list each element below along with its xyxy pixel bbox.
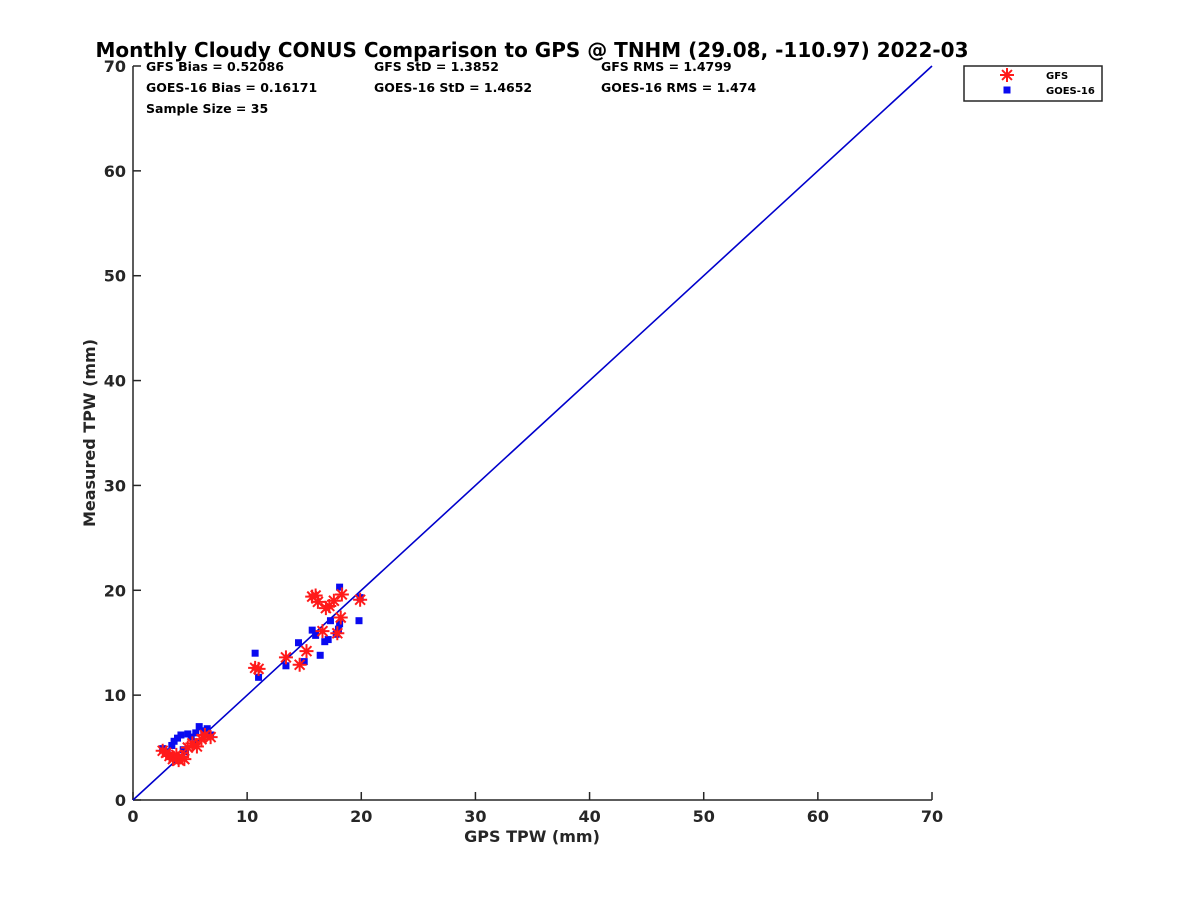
goes16-data-point bbox=[295, 639, 303, 647]
legend-gfs-asterisk bbox=[1000, 68, 1014, 82]
gfs-std-text: GFS StD = 1.3852 bbox=[374, 59, 499, 74]
goes16-data-point bbox=[192, 729, 200, 737]
goes16-data-point bbox=[203, 725, 211, 733]
goes16-data-point bbox=[251, 649, 259, 657]
goes16-data-point bbox=[282, 662, 290, 670]
gfs-bias-text: GFS Bias = 0.52086 bbox=[146, 59, 284, 74]
goes16-data-point bbox=[336, 583, 344, 591]
legend-goes16-square bbox=[1003, 86, 1011, 94]
gfs-data-point bbox=[305, 589, 320, 604]
x-tick-label: 40 bbox=[578, 807, 600, 826]
gfs-data-point bbox=[177, 752, 192, 767]
plot-axes bbox=[132, 66, 932, 801]
legend-goes16-marker bbox=[1003, 86, 1011, 94]
y-tick-label: 40 bbox=[104, 372, 126, 391]
legend-box bbox=[963, 65, 1103, 102]
x-axis-label: GPS TPW (mm) bbox=[464, 827, 600, 846]
legend-gfs-label: GFS bbox=[1046, 71, 1068, 82]
gfs-data-point bbox=[203, 730, 218, 745]
x-tick-label: 30 bbox=[464, 807, 486, 826]
sample-size-text: Sample Size = 35 bbox=[146, 101, 268, 116]
y-axis-ticks: 0 10 20 30 40 50 60 70 bbox=[104, 57, 141, 810]
goes16-data-point bbox=[316, 651, 324, 659]
x-tick-label: 50 bbox=[693, 807, 715, 826]
goes16-data-point bbox=[255, 673, 263, 681]
stats-annotations: GFS Bias = 0.52086 GFS StD = 1.3852 GFS … bbox=[146, 59, 756, 116]
y-tick-label: 50 bbox=[104, 267, 126, 286]
goes16-bias-text: GOES-16 Bias = 0.16171 bbox=[146, 80, 317, 95]
legend-gfs-marker bbox=[1000, 68, 1014, 82]
goes16-data-point bbox=[182, 748, 190, 756]
goes16-data-point bbox=[187, 733, 195, 741]
x-tick-label: 10 bbox=[236, 807, 258, 826]
gfs-data-point bbox=[278, 650, 293, 665]
gfs-rms-text: GFS RMS = 1.4799 bbox=[601, 59, 732, 74]
goes16-rms-text: GOES-16 RMS = 1.474 bbox=[601, 80, 756, 95]
gfs-data-point bbox=[326, 593, 341, 608]
x-axis-ticks: 0 10 20 30 40 50 60 70 bbox=[127, 792, 943, 826]
goes16-data-point bbox=[177, 731, 185, 739]
legend: GFS GOES-16 bbox=[963, 65, 1103, 102]
x-tick-label: 20 bbox=[350, 807, 372, 826]
goes16-data-point bbox=[336, 620, 344, 628]
goes16-data-point bbox=[355, 617, 363, 625]
gfs-data-point bbox=[315, 624, 330, 639]
gfs-data-point bbox=[248, 660, 263, 675]
gfs-data-point bbox=[330, 626, 345, 641]
goes16-std-text: GOES-16 StD = 1.4652 bbox=[374, 80, 532, 95]
goes16-data-point bbox=[326, 617, 334, 625]
gfs-data-point bbox=[310, 594, 325, 609]
goes16-data-point bbox=[308, 626, 316, 634]
gfs-data-point bbox=[169, 747, 184, 762]
y-tick-label: 0 bbox=[115, 791, 126, 810]
goes16-data-point bbox=[195, 723, 203, 731]
y-axis-label: Measured TPW (mm) bbox=[80, 339, 99, 527]
goes16-data-point bbox=[168, 741, 176, 749]
gfs-data-point bbox=[185, 736, 200, 751]
goes16-data-point bbox=[300, 658, 308, 666]
one-to-one-line bbox=[132, 65, 933, 801]
gfs-data-point bbox=[333, 610, 348, 625]
legend-goes16-label: GOES-16 bbox=[1046, 86, 1095, 97]
gfs-series bbox=[155, 587, 368, 768]
gfs-data-point bbox=[189, 739, 204, 754]
reference-line bbox=[132, 65, 933, 801]
gfs-data-point bbox=[299, 644, 314, 659]
y-tick-label: 20 bbox=[104, 581, 126, 600]
y-tick-label: 70 bbox=[104, 57, 126, 76]
y-tick-label: 60 bbox=[104, 162, 126, 181]
gfs-data-point bbox=[334, 587, 349, 602]
gfs-data-point bbox=[197, 727, 212, 742]
x-tick-label: 60 bbox=[807, 807, 829, 826]
gfs-data-point bbox=[353, 592, 368, 607]
gfs-data-point bbox=[308, 588, 323, 603]
goes16-data-point bbox=[324, 636, 332, 644]
goes16-data-point bbox=[312, 631, 320, 639]
x-tick-label: 0 bbox=[127, 807, 138, 826]
y-tick-label: 30 bbox=[104, 476, 126, 495]
y-tick-label: 10 bbox=[104, 686, 126, 705]
gfs-data-point bbox=[251, 661, 266, 676]
goes16-data-point bbox=[334, 625, 342, 633]
chart-title: Monthly Cloudy CONUS Comparison to GPS @… bbox=[95, 38, 968, 62]
gfs-data-point bbox=[292, 657, 307, 672]
x-tick-label: 70 bbox=[921, 807, 943, 826]
